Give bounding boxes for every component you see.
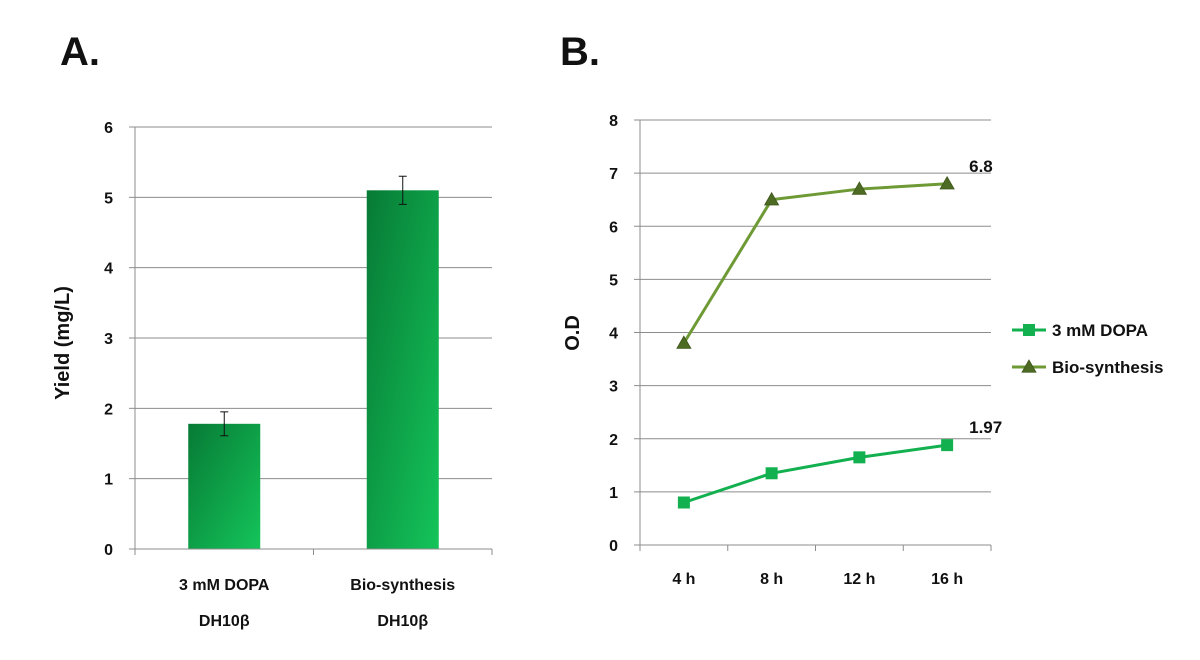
bar-3-mm-dopa <box>188 423 261 549</box>
category-label: DH10β <box>199 613 250 630</box>
data-label: 1.97 <box>969 418 1002 437</box>
y-tick-label: 6 <box>104 120 113 137</box>
panel-a-label: A. <box>60 30 100 74</box>
x-tick-label: 8 h <box>760 571 783 588</box>
x-tick-label: 12 h <box>843 571 875 588</box>
y-tick-label: 3 <box>609 379 618 396</box>
legend-label-3-mm-dopa: 3 mM DOPA <box>1052 321 1148 340</box>
y-tick-label: 1 <box>104 472 113 489</box>
y-tick-label: 0 <box>609 538 618 555</box>
legend: 3 mM DOPA Bio-synthesis <box>1012 321 1163 377</box>
y-tick-label: 2 <box>104 401 113 418</box>
y-tick-label: 4 <box>609 326 618 343</box>
y-tick-label: 2 <box>609 432 618 449</box>
y-tick-label: 5 <box>609 272 618 289</box>
y-axis-title-yield: Yield (mg/L) <box>52 286 74 400</box>
y-tick-label: 7 <box>609 166 618 183</box>
category-label: DH10β <box>377 613 428 630</box>
line-chart-od: 0 1 2 3 4 5 6 7 8 4 h 8 h 12 h 16 h 6.8 1.97 O.D 3 m… <box>562 113 1163 588</box>
x-tick-label: 16 h <box>931 571 963 588</box>
data-label: 6.8 <box>969 157 993 176</box>
bar-bio-synthesis <box>366 190 439 550</box>
category-label: Bio-synthesis <box>350 577 455 594</box>
point-bio-synthesis <box>939 175 955 190</box>
panel-b-label: B. <box>560 30 600 74</box>
y-tick-label: 1 <box>609 485 618 502</box>
y-tick-label: 8 <box>609 113 618 130</box>
y-tick-label: 5 <box>104 190 113 207</box>
point-3-mm-dopa <box>941 439 954 452</box>
y-tick-label: 3 <box>104 331 113 348</box>
series-line-3-mm-dopa <box>683 443 948 504</box>
point-3-mm-dopa <box>765 467 778 480</box>
legend-marker-3-mm-dopa <box>1023 324 1035 336</box>
point-bio-synthesis <box>763 191 780 206</box>
y-tick-label: 4 <box>104 261 113 278</box>
point-bio-synthesis <box>676 335 692 349</box>
bar-chart-yield: 0 1 2 3 4 5 6 3 mM DOPA DH10β Bio-synthesis DH10β… <box>52 120 493 630</box>
point-3-mm-dopa <box>677 496 690 509</box>
y-tick-label: 6 <box>609 219 618 236</box>
y-tick-label: 0 <box>104 542 113 559</box>
y-axis-title-od: O.D <box>562 315 584 351</box>
point-bio-synthesis <box>851 181 868 195</box>
legend-label-bio-synthesis: Bio-synthesis <box>1052 358 1163 377</box>
series-line-bio-synthesis <box>682 182 948 344</box>
legend-marker-bio-synthesis <box>1021 359 1037 373</box>
x-tick-label: 4 h <box>672 571 695 588</box>
point-3-mm-dopa <box>853 451 866 464</box>
category-label: 3 mM DOPA <box>179 577 270 594</box>
